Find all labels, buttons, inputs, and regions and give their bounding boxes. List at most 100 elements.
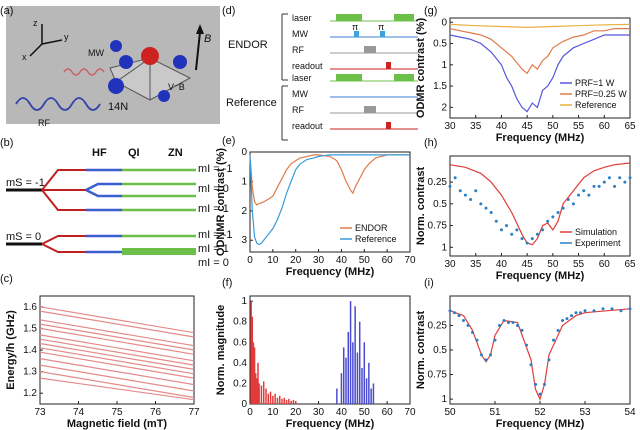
x-tick-label: 50 [547, 259, 559, 270]
scatter-point [551, 215, 555, 219]
panel-label-g: (g) [424, 5, 437, 17]
sequence-row-label: laser [292, 13, 312, 23]
panel-label-e: (e) [222, 135, 235, 147]
x-tick-label: 50 [547, 121, 559, 132]
panel-label-b: (b) [0, 137, 13, 149]
laser-pulse [336, 74, 362, 81]
x-tick-label: 75 [111, 407, 123, 418]
scatter-point [475, 338, 479, 342]
x-tick-label: 60 [382, 255, 394, 266]
scatter-point [561, 206, 565, 210]
mi-label: mI = 1 [198, 243, 229, 255]
y-tick-label: 1.5 [23, 323, 37, 334]
y-tick-label: 0.6 [233, 337, 247, 348]
scatter-point [613, 184, 617, 188]
y-axis-label: Norm. magnitude [215, 305, 227, 395]
x-tick-label: 53 [579, 407, 591, 418]
scatter-point [538, 392, 542, 396]
x-axis-label: Frequency (MHz) [496, 418, 585, 430]
scatter-point [493, 338, 497, 342]
scatter-point [561, 319, 564, 323]
series-line [449, 28, 630, 75]
scatter-point [457, 314, 461, 318]
scatter-point [466, 323, 470, 327]
x-tick-label: 50 [359, 407, 371, 418]
endor-bracket [281, 13, 288, 81]
y-tick-label: 0.5 [433, 345, 447, 356]
series-line [39, 351, 195, 379]
sequence-row-label: laser [292, 73, 312, 83]
mi-label: mI = -1 [198, 163, 233, 175]
chart-i: 50 51 52 53 54 0.25 0.5 0.75 1 Frequency (MHz) Nor… [415, 295, 636, 430]
scatter-point [489, 353, 492, 357]
x-tick-label: 10 [267, 407, 279, 418]
legend-label: PRF=0.25 W [575, 89, 627, 99]
axis-y-arrow [41, 39, 63, 45]
panel-label-a: (a) [0, 5, 13, 17]
reference-label: Reference [226, 97, 277, 109]
x-tick-label: 70 [404, 255, 416, 266]
x-tick-label: 60 [599, 121, 611, 132]
scatter-point [574, 311, 578, 315]
scatter-point [448, 309, 452, 313]
x-axis-label: Magnetic field (mT) [67, 418, 168, 430]
x-tick-label: 35 [470, 259, 482, 270]
y-tick-label: 0.2 [233, 378, 247, 389]
scatter-point [502, 319, 506, 323]
scatter-point [463, 193, 467, 197]
zn-level-block [122, 248, 196, 255]
scatter-point [530, 237, 534, 241]
y-tick-label: 0.4 [233, 358, 247, 369]
scatter-point [577, 193, 581, 197]
scatter-point [556, 211, 560, 215]
laser-pulse [394, 74, 414, 81]
scatter-point [511, 321, 515, 325]
x-tick-label: 40 [496, 121, 508, 132]
ms-minus-label: mS = -1 [6, 177, 45, 189]
x-tick-label: 74 [73, 407, 85, 418]
chart-e: 0 10 20 30 40 50 60 70 0 1 2 3 Frequency (MHz) ODNMR … [215, 147, 416, 278]
mi-label: mI = 0 [198, 183, 229, 195]
scatter-point [566, 197, 570, 201]
x-tick-label: 60 [599, 259, 611, 270]
x-tick-label: 35 [470, 121, 482, 132]
scatter-point [480, 353, 483, 357]
scatter-point [592, 184, 596, 188]
scatter-point [628, 307, 632, 311]
qi-splitting [85, 168, 122, 212]
pi-label: π [352, 22, 358, 32]
x-tick-label: 65 [624, 259, 636, 270]
rf-pulse [364, 46, 376, 53]
sequence-row-label: readout [292, 121, 323, 131]
scatter-point [525, 343, 528, 347]
reference-bracket [281, 85, 288, 141]
x-tick-label: 51 [489, 407, 501, 418]
atom-red-vacancy [141, 47, 159, 65]
scatter-point [618, 176, 622, 180]
y-tick-label: 1.5 [433, 81, 447, 92]
series-line [39, 306, 195, 334]
x-tick-label: 77 [188, 407, 200, 418]
y-tick-label: 1 [441, 242, 447, 253]
sequence-row-label: readout [292, 61, 323, 71]
rf-label: RF [38, 118, 50, 128]
scatter-point [515, 228, 519, 232]
x-tick-label: 73 [34, 407, 46, 418]
legend-label: Reference [575, 100, 617, 110]
x-tick-label: 40 [336, 255, 348, 266]
scatter-point [474, 189, 478, 193]
x-axis-label: Frequency (MHz) [286, 266, 375, 278]
plot-frame [249, 151, 411, 253]
scatter-point [448, 184, 452, 188]
scatter-point [546, 219, 550, 223]
scatter-point [543, 382, 546, 386]
scatter-point [453, 176, 457, 180]
series-line [449, 34, 630, 113]
scatter-point [556, 328, 560, 332]
x-tick-label: 40 [336, 407, 348, 418]
laser-pulse [336, 14, 362, 21]
mw-label: MW [88, 48, 104, 58]
plot-frame [449, 295, 631, 405]
mi-label: mI = 0 [198, 257, 229, 269]
